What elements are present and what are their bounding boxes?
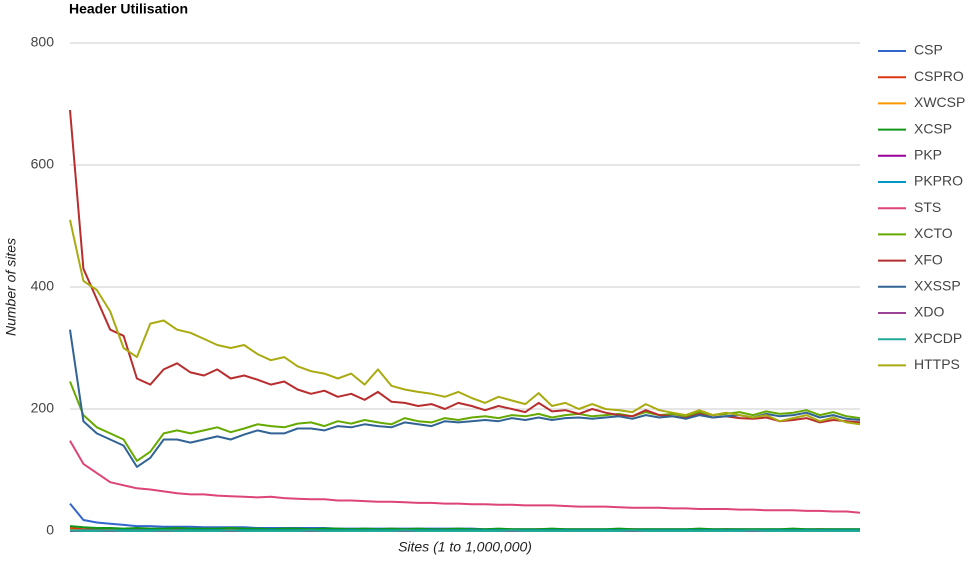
chart-title: Header Utilisation [69, 1, 188, 17]
series-line [69, 110, 861, 424]
legend-label: CSPRO [914, 68, 964, 84]
legend-label: HTTPS [914, 356, 960, 372]
y-tick-label: 200 [31, 400, 55, 416]
series-line [69, 219, 861, 426]
x-axis-title: Sites (1 to 1,000,000) [398, 539, 532, 555]
series-line [69, 525, 860, 531]
legend-label: XDO [914, 304, 944, 320]
series-line [69, 329, 861, 468]
legend-label: CSP [914, 42, 943, 58]
y-axis-title: Number of sites [3, 238, 19, 336]
legend-label: PKPRO [914, 173, 963, 189]
legend-label: XWCSP [914, 94, 965, 110]
y-tick-label: 400 [31, 278, 55, 294]
series-line [69, 502, 860, 531]
legend-label: XXSSP [914, 278, 961, 294]
y-tick-label: 600 [31, 156, 55, 172]
y-tick-label: 0 [46, 522, 54, 538]
legend-label: PKP [914, 147, 942, 163]
legend-label: XFO [914, 251, 943, 267]
legend-label: STS [914, 199, 941, 215]
legend-label: XPCDP [914, 330, 962, 346]
legend-label: XCSP [914, 120, 952, 136]
series-line [69, 440, 861, 514]
series-line [69, 529, 860, 532]
y-tick-label: 800 [31, 34, 55, 50]
legend-label: XCTO [914, 225, 953, 241]
